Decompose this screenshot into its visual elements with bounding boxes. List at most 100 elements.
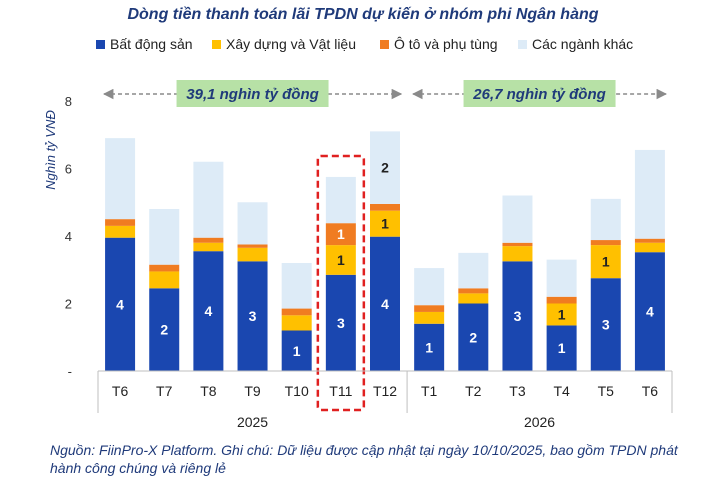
bar-1-series-4 bbox=[105, 138, 136, 220]
x-label-6: T11 bbox=[329, 383, 352, 399]
bar-11-series-1 bbox=[546, 325, 577, 371]
legend-label-1: Bất động sản bbox=[110, 36, 193, 52]
bar-10-series-1 bbox=[502, 261, 533, 371]
y-tick-6: 6 bbox=[65, 162, 72, 177]
legend-label-4: Các ngành khác bbox=[532, 36, 633, 52]
data-label-7-2: 1 bbox=[381, 216, 389, 232]
bar-9-series-1 bbox=[458, 303, 489, 371]
annotation-box-2 bbox=[463, 80, 616, 107]
bar-group-12: 31 bbox=[590, 198, 621, 371]
bar-group-4: 3 bbox=[237, 202, 268, 371]
legend-label-3: Ô tô và phụ tùng bbox=[394, 36, 498, 52]
bar-7-series-2 bbox=[370, 210, 400, 237]
bar-group-11: 11 bbox=[546, 259, 577, 371]
bar-6-series-3 bbox=[325, 223, 356, 246]
bar-9-series-2 bbox=[458, 293, 489, 304]
bar-12-series-4 bbox=[590, 198, 621, 241]
x-label-3: T8 bbox=[200, 383, 217, 399]
bar-7-series-1 bbox=[370, 236, 400, 371]
y-axis-ticks: - 2 4 6 8 bbox=[65, 94, 72, 379]
x-label-12: T5 bbox=[598, 383, 615, 399]
data-label-12-2: 1 bbox=[602, 254, 610, 270]
data-label-12-1: 3 bbox=[602, 317, 610, 333]
bar-group-3: 4 bbox=[193, 161, 224, 371]
bar-8-series-3 bbox=[414, 305, 445, 312]
data-label-11-2: 1 bbox=[558, 306, 566, 322]
data-label-9-1: 2 bbox=[469, 329, 477, 345]
bar-11-series-4 bbox=[546, 259, 577, 297]
year-label-2026: 2026 bbox=[524, 414, 555, 430]
bar-3-series-2 bbox=[193, 242, 224, 252]
bar-1-series-1 bbox=[105, 237, 136, 371]
legend-swatch-1 bbox=[96, 40, 105, 49]
bar-5-series-2 bbox=[281, 315, 312, 331]
bar-1-series-3 bbox=[105, 219, 136, 226]
year-label-2025: 2025 bbox=[237, 414, 268, 430]
bar-4-series-1 bbox=[237, 261, 268, 371]
bar-2-series-4 bbox=[149, 209, 180, 265]
legend-label-2: Xây dựng và Vật liệu bbox=[226, 36, 356, 52]
x-label-11: T4 bbox=[553, 383, 570, 399]
bar-9-series-4 bbox=[458, 252, 489, 289]
bar-8-series-2 bbox=[414, 311, 445, 324]
bar-group-9: 2 bbox=[458, 252, 489, 371]
bar-10-series-2 bbox=[502, 246, 533, 262]
y-tick-4: 4 bbox=[65, 229, 72, 244]
bar-group-5: 1 bbox=[281, 263, 312, 371]
data-label-8-1: 1 bbox=[425, 339, 433, 355]
bar-8-series-1 bbox=[414, 323, 445, 371]
annotation-text-2: 26,7 nghìn tỷ đồng bbox=[472, 86, 606, 103]
bar-13-series-4 bbox=[634, 149, 665, 239]
annotation-text-1: 39,1 nghìn tỷ đồng bbox=[186, 86, 319, 103]
bar-group-6: 3 1 1 bbox=[325, 176, 356, 371]
bar-group-10: 3 bbox=[502, 195, 533, 371]
bar-group-1: 4 bbox=[105, 138, 136, 371]
bar-5-series-3 bbox=[281, 308, 312, 316]
x-label-2: T7 bbox=[156, 383, 173, 399]
bar-3-series-4 bbox=[193, 161, 224, 238]
y-tick--: - bbox=[68, 364, 72, 379]
bar-group-8: 1 bbox=[414, 268, 445, 371]
bar-8-series-4 bbox=[414, 268, 445, 306]
data-label-13-1: 4 bbox=[646, 304, 654, 320]
data-label-6-2: 1 bbox=[337, 252, 345, 268]
x-label-8: T1 bbox=[421, 383, 438, 399]
bar-5-series-4 bbox=[281, 263, 312, 309]
bar-12-series-2 bbox=[590, 245, 621, 279]
bar-group-13: 4 bbox=[634, 149, 665, 371]
bar-13-series-3 bbox=[634, 238, 665, 243]
legend: Bất động sản Xây dựng và Vật liệu Ô tô và … bbox=[96, 36, 633, 52]
source-note: Nguồn: FiinPro-X Platform. Ghi chú: Dữ l… bbox=[50, 442, 678, 476]
bar-9-series-3 bbox=[458, 288, 489, 294]
x-label-5: T10 bbox=[285, 383, 309, 399]
bar-7-series-3 bbox=[370, 203, 400, 211]
bar-4-series-4 bbox=[237, 202, 268, 245]
x-label-10: T3 bbox=[509, 383, 526, 399]
data-label-11-1: 1 bbox=[558, 340, 566, 356]
y-tick-2: 2 bbox=[65, 297, 72, 312]
annotations: 39,1 nghìn tỷ đồng 26,7 nghìn tỷ đồng bbox=[102, 80, 668, 107]
bar-7-series-4 bbox=[370, 131, 400, 204]
bar-5-series-1 bbox=[281, 330, 312, 371]
bar-4-series-2 bbox=[237, 247, 268, 262]
bar-group-2: 2 bbox=[149, 209, 180, 371]
bar-group-7: 4 1 2 bbox=[370, 131, 400, 371]
highlight-box bbox=[316, 154, 366, 412]
legend-swatch-2 bbox=[212, 40, 221, 49]
data-label-4-1: 3 bbox=[249, 308, 257, 324]
legend-swatch-3 bbox=[380, 40, 389, 49]
bar-10-series-3 bbox=[502, 242, 533, 247]
legend-swatch-4 bbox=[518, 40, 527, 49]
bar-2-series-3 bbox=[149, 264, 180, 272]
bar-10-series-4 bbox=[502, 195, 533, 243]
annotation-box-1 bbox=[176, 80, 329, 107]
bar-6-series-1 bbox=[325, 274, 356, 371]
data-label-7-4: 2 bbox=[381, 160, 389, 176]
bar-3-series-1 bbox=[193, 251, 224, 371]
bar-12-series-3 bbox=[590, 240, 621, 246]
x-label-7: T12 bbox=[373, 383, 397, 399]
bar-11-series-2 bbox=[546, 303, 577, 326]
x-label-13: T6 bbox=[642, 383, 659, 399]
y-tick-8: 8 bbox=[65, 94, 72, 109]
